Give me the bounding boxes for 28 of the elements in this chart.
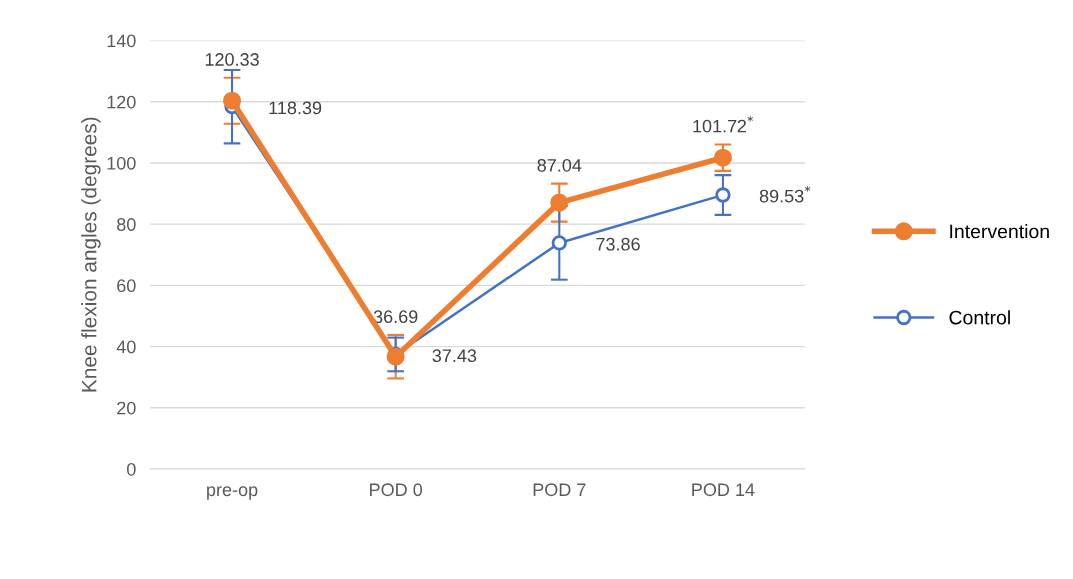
y-tick-label: 140: [107, 34, 136, 48]
x-tick-label: POD 14: [692, 483, 755, 497]
data-label: 89.53$^{*}$: [759, 186, 811, 203]
y-axis-title: Knee flexion angles (degrees): [81, 117, 101, 392]
y-tick-label: 120: [107, 95, 136, 109]
point: [550, 193, 569, 212]
legend-label: Control: [949, 310, 1010, 325]
legend-label: Intervention: [950, 224, 1049, 239]
x-tick-label: pre-op: [207, 486, 258, 500]
y-tick-label: 100: [107, 156, 136, 170]
y-tick-label: 60: [117, 279, 136, 293]
x-tick-label: POD 0: [370, 483, 423, 497]
y-tick-label: 0: [127, 462, 136, 476]
y-tick-label: 80: [117, 218, 136, 231]
point: [715, 187, 731, 203]
data-label: 120.33: [205, 53, 259, 66]
data-label: 101.72$^{*}$: [693, 116, 753, 133]
data-label: 118.39: [269, 101, 322, 115]
data-label: 36.69: [373, 310, 418, 324]
point: [713, 148, 732, 167]
y-tick-label: 20: [117, 401, 136, 415]
y-tick-label: 40: [116, 340, 136, 354]
x-tick-label: POD 7: [533, 483, 586, 497]
data-label: 87.04: [537, 158, 582, 172]
data-label: 73.86: [596, 237, 640, 251]
point: [551, 235, 567, 251]
point: [223, 91, 242, 110]
data-label: 37.43: [432, 349, 477, 363]
